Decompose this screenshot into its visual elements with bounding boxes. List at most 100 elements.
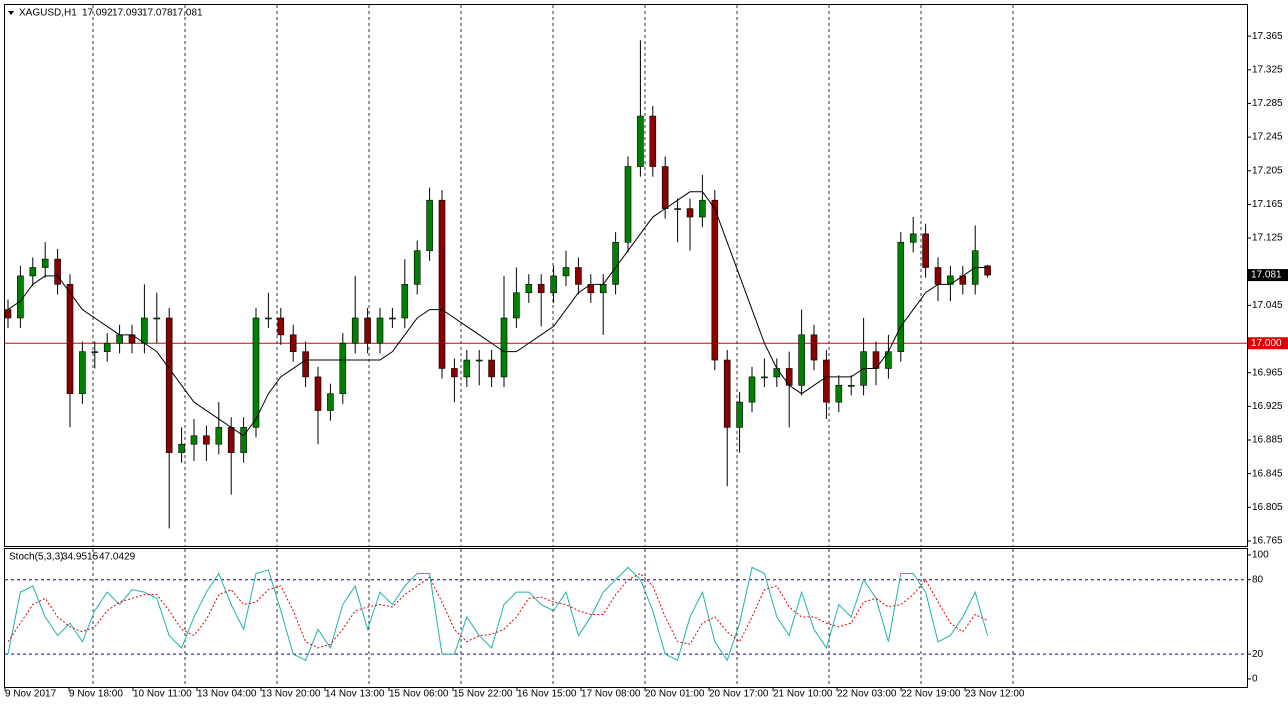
candle-body [984, 265, 991, 276]
moving-average [7, 191, 988, 437]
candle-body [835, 384, 843, 403]
y-tick-label: 16.845 [1252, 468, 1283, 479]
candle-body [165, 317, 173, 453]
candle-body [847, 384, 855, 387]
price-panel [4, 4, 1248, 547]
candle-body [376, 317, 384, 344]
candle-body [314, 376, 322, 411]
candle-body [736, 401, 743, 428]
candle-body [637, 115, 644, 167]
candle-body [438, 199, 446, 369]
y-tick-label: 17.045 [1252, 300, 1283, 311]
y-tick-label: 20 [1252, 649, 1264, 660]
x-tick-label: 15 Nov 22:00 [453, 689, 513, 700]
candle-body [674, 208, 681, 210]
ohlc-close: 17.081 [172, 8, 203, 19]
candle-body [488, 359, 495, 378]
candle-body [327, 393, 334, 411]
candle-body [54, 258, 61, 285]
candle-body [575, 267, 582, 285]
y-tick-label: 0 [1252, 674, 1258, 685]
candle-body [513, 292, 520, 319]
stoch-line [7, 572, 988, 649]
candle-body [699, 199, 706, 218]
x-tick-label: 15 Nov 06:00 [389, 689, 449, 700]
candle-body [649, 115, 657, 167]
candle-body [29, 267, 37, 277]
candle-body [934, 267, 942, 285]
candle-body [748, 376, 756, 403]
candle-body [302, 351, 309, 378]
candle-body [537, 284, 545, 294]
candle-body [426, 199, 433, 251]
y-tick-label: 17.365 [1252, 31, 1283, 42]
y-tick-label: 17.245 [1252, 132, 1283, 143]
y-tick-label: 16.925 [1252, 401, 1283, 412]
candle-body [41, 258, 49, 268]
y-tick-label: 17.205 [1252, 165, 1283, 176]
candle-body [550, 275, 557, 294]
candle-body [525, 284, 533, 294]
candle-body [798, 334, 805, 386]
x-tick-label: 10 Nov 11:00 [133, 689, 192, 700]
candle-body [624, 166, 632, 243]
x-tick-label: 13 Nov 20:00 [261, 689, 321, 700]
symbol-title: XAGUSD,H1 [19, 8, 77, 19]
y-tick-label: 16.805 [1252, 502, 1283, 513]
stoch-panel [4, 548, 1248, 688]
candle-body [475, 359, 483, 362]
stoch-main-value: 34.9515 [62, 552, 99, 563]
candle-body [562, 267, 570, 277]
menu-arrow[interactable] [8, 11, 14, 15]
price-label: 17.081 [1251, 270, 1282, 281]
y-tick-label: 100 [1252, 550, 1269, 561]
candle-body [909, 233, 917, 243]
candle-body [723, 359, 731, 428]
y-tick-label: 16.965 [1252, 367, 1283, 378]
candle-body [823, 359, 830, 403]
candle-body [761, 376, 768, 379]
stoch-signal-value: 47.0429 [99, 552, 136, 563]
ohlc-high: 17.093 [112, 8, 143, 19]
level-label-box [1248, 337, 1288, 350]
candle-body [612, 241, 619, 285]
y-tick-label: 16.885 [1252, 435, 1283, 446]
candle-body [240, 427, 247, 453]
x-tick-label: 20 Nov 17:00 [709, 689, 769, 700]
x-tick-label: 22 Nov 03:00 [837, 689, 897, 700]
candle-body [116, 334, 123, 344]
candle-body [599, 284, 607, 294]
candle-body [103, 342, 111, 352]
candle-body [227, 427, 235, 453]
candle-body [17, 275, 24, 319]
candle-body [289, 334, 297, 352]
candle-body [711, 199, 719, 361]
stoch-line [7, 566, 989, 662]
candle-body [4, 309, 12, 319]
stoch-title: Stoch(5,3,3) [9, 552, 63, 563]
candle-body [661, 166, 669, 209]
candle-body [364, 317, 371, 344]
candle-body [773, 368, 781, 378]
candle-body [500, 317, 508, 378]
x-tick-label: 16 Nov 15:00 [517, 689, 577, 700]
x-tick-label: 23 Nov 12:00 [965, 689, 1025, 700]
candle-body [339, 342, 347, 395]
x-tick-label: 20 Nov 01:00 [645, 689, 705, 700]
x-tick-label: 21 Nov 10:00 [773, 689, 833, 700]
x-tick-label: 17 Nov 08:00 [581, 689, 641, 700]
candle-body [91, 351, 99, 353]
x-tick-label: 22 Nov 19:00 [901, 689, 961, 700]
ohlc-low: 17.078 [142, 8, 173, 19]
y-tick-label: 17.125 [1252, 233, 1283, 244]
x-tick-label: 13 Nov 04:00 [197, 689, 257, 700]
candle-body [66, 284, 74, 395]
candle-body [265, 317, 272, 320]
candle-body [451, 368, 458, 378]
y-tick-label: 17.165 [1252, 199, 1283, 210]
candle-body [203, 435, 210, 445]
candle-body [252, 317, 260, 428]
y-tick-label: 17.285 [1252, 98, 1283, 109]
